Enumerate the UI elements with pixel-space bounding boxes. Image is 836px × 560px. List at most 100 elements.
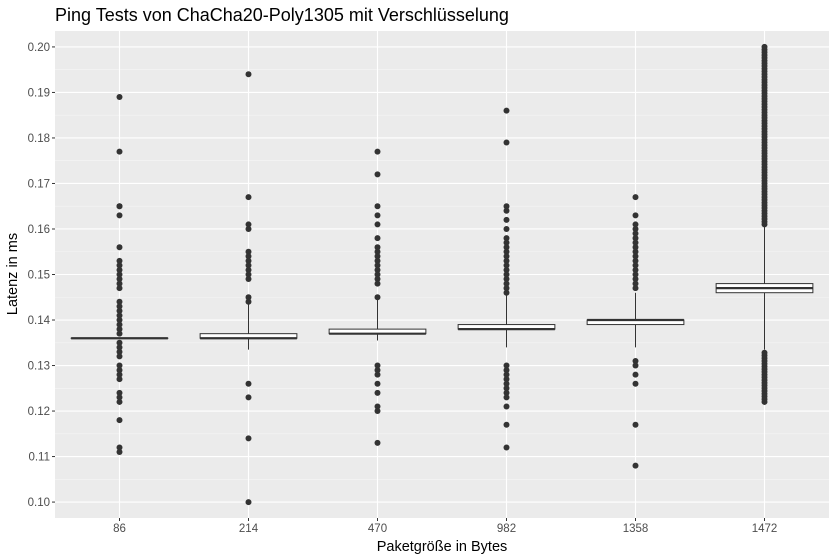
outlier-point [503,139,510,146]
outlier-point [503,367,510,374]
outlier-point [245,266,252,273]
outlier-point [503,289,510,296]
outlier-point [374,148,381,155]
outlier-point [116,262,123,269]
boxplot-series [70,43,814,506]
box-982 [457,107,556,451]
outlier-point [503,389,510,396]
outlier-point [503,107,510,114]
outlier-point [503,244,510,251]
outlier-point [116,317,123,324]
outlier-point [503,248,510,255]
outlier-point [632,257,639,264]
box-1472 [715,43,814,405]
x-tick-label: 214 [239,523,259,535]
outlier-point [116,326,123,333]
outlier-point [116,353,123,360]
outlier-point [245,248,252,255]
box-1358 [586,194,685,469]
outlier-point [245,253,252,260]
outlier-point [503,262,510,269]
outlier-point [632,362,639,369]
outlier-point [245,499,252,506]
y-axis: 0.10 0.11 0.12 0.13 0.14 0.15 0.16 0.17 0.18 0.19… [28,42,55,509]
outlier-point [116,257,123,264]
outlier-point [116,298,123,305]
outlier-point [632,357,639,364]
outlier-point [374,248,381,255]
outlier-point [374,212,381,219]
y-tick-label: 0.11 [28,452,50,464]
outlier-point [116,212,123,219]
outlier-point [503,444,510,451]
outlier-point [503,371,510,378]
outlier-point [116,371,123,378]
outlier-point [374,253,381,260]
outlier-point [503,376,510,383]
y-tick-label: 0.14 [28,315,51,327]
outlier-point [245,262,252,269]
outlier-point [116,449,123,456]
x-axis: 86 214 470 982 1358 1472 [113,518,777,535]
outlier-point [116,276,123,283]
y-tick-label: 0.18 [28,133,50,145]
y-axis-title: Latenz in ms [5,233,21,315]
outlier-point [632,235,639,242]
outlier-point [632,380,639,387]
outlier-point [632,194,639,201]
outlier-point [503,225,510,232]
outlier-point [632,253,639,260]
outlier-point [374,294,381,301]
outlier-point [632,421,639,428]
outlier-point [374,403,381,410]
outlier-point [632,230,639,237]
y-tick-label: 0.19 [28,87,50,99]
outlier-point [374,244,381,251]
outlier-point [374,266,381,273]
x-tick-label: 86 [113,523,126,535]
outlier-point [503,421,510,428]
outlier-point [116,321,123,328]
outlier-point [374,389,381,396]
outlier-point [503,280,510,287]
outlier-point [632,221,639,228]
outlier-point [245,271,252,278]
outlier-point [632,239,639,246]
y-tick-label: 0.13 [28,361,50,373]
outlier-point [503,385,510,392]
outlier-point [374,362,381,369]
y-tick-label: 0.15 [28,270,50,282]
outlier-point [116,444,123,451]
outlier-point [374,221,381,228]
outlier-point [503,380,510,387]
x-axis-title: Paketgröße in Bytes [377,539,508,555]
x-tick-label: 1358 [623,523,649,535]
outlier-point [374,367,381,374]
outlier-point [116,330,123,337]
outlier-point [245,298,252,305]
outlier-point [761,349,768,356]
outlier-point [374,257,381,264]
outlier-point [374,280,381,287]
outlier-point [116,303,123,310]
outlier-point [374,380,381,387]
outlier-point [245,380,252,387]
x-tick-label: 1472 [752,523,778,535]
outlier-point [245,194,252,201]
outlier-point [374,439,381,446]
outlier-point [632,280,639,287]
outlier-point [503,253,510,260]
outlier-point [245,394,252,401]
box-214 [199,71,298,506]
outlier-point [503,203,510,210]
outlier-point [632,285,639,292]
outlier-point [503,362,510,369]
outlier-point [632,262,639,269]
outlier-point [632,248,639,255]
outlier-point [503,403,510,410]
outlier-point [116,312,123,319]
outlier-point [632,271,639,278]
outlier-point [632,371,639,378]
outlier-point [503,216,510,223]
outlier-point [116,244,123,251]
